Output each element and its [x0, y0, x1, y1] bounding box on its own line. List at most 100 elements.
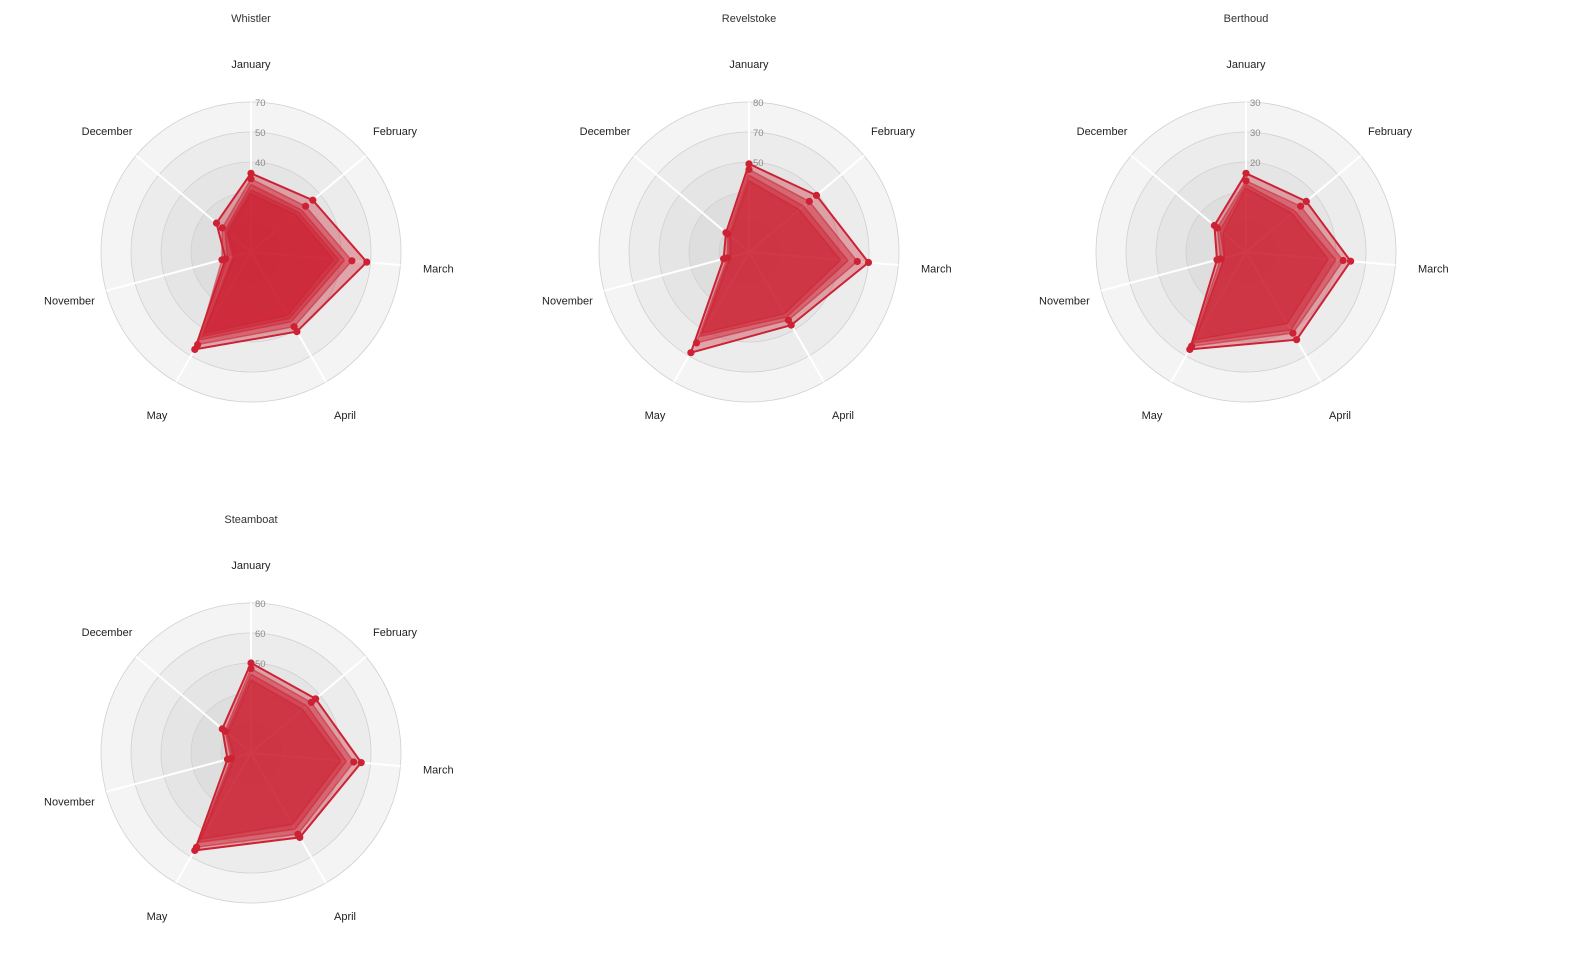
data-point[interactable]: [1293, 336, 1301, 344]
category-label: December: [82, 126, 133, 138]
data-point[interactable]: [812, 191, 821, 199]
radar-spoke: [748, 251, 899, 267]
radar-spoke: [250, 251, 327, 383]
category-label: February: [373, 627, 418, 639]
data-point[interactable]: [805, 197, 813, 205]
series-area: [1188, 172, 1352, 351]
radar-spoke: [250, 752, 327, 884]
category-label: January: [231, 560, 271, 572]
series-area: [1194, 187, 1330, 341]
data-point[interactable]: [692, 339, 701, 347]
category-label: March: [921, 263, 952, 275]
data-point[interactable]: [784, 316, 792, 324]
data-point[interactable]: [1213, 224, 1221, 232]
data-point[interactable]: [1242, 177, 1250, 185]
category-label: November: [44, 296, 95, 308]
radar-spoke: [1245, 154, 1362, 253]
data-point[interactable]: [218, 224, 226, 232]
category-label: December: [82, 627, 133, 639]
data-point[interactable]: [745, 165, 753, 174]
data-point[interactable]: [247, 665, 255, 673]
radial-tick-label: 80: [255, 599, 266, 610]
category-label: November: [44, 797, 95, 809]
radar-chart-whistler: Whistler 70 50 40 January February March April M…: [44, 13, 454, 422]
radial-tick-label: 50: [255, 659, 266, 670]
data-point[interactable]: [1188, 342, 1196, 350]
radar-spoke: [748, 154, 865, 253]
category-label: May: [147, 911, 168, 923]
radar-spoke: [175, 251, 252, 383]
radar-chart-steamboat: Steamboat 80 60 50 January February March April…: [44, 514, 454, 923]
radial-tick-label: 50: [753, 158, 764, 169]
category-label: January: [231, 59, 271, 71]
category-label: March: [1418, 263, 1449, 275]
series-area: [1190, 179, 1345, 348]
radar-spoke: [250, 154, 367, 253]
data-point[interactable]: [1339, 256, 1347, 265]
radar-spoke: [1245, 251, 1322, 383]
data-point[interactable]: [294, 830, 302, 838]
chart-title: Steamboat: [224, 514, 277, 526]
category-label: March: [423, 263, 454, 275]
category-label: April: [1329, 410, 1351, 422]
category-label: February: [871, 126, 916, 138]
data-point[interactable]: [1302, 197, 1310, 205]
data-point[interactable]: [864, 258, 873, 267]
category-label: February: [1368, 126, 1413, 138]
series-area: [202, 192, 335, 335]
radial-tick-label: 70: [255, 98, 266, 109]
radar-spoke: [673, 251, 750, 383]
radial-tick-label: 30: [1250, 128, 1261, 139]
radar-spoke: [175, 752, 252, 884]
radial-tick-label: 80: [753, 98, 764, 109]
data-point[interactable]: [853, 257, 861, 266]
data-point[interactable]: [1347, 257, 1355, 265]
radar-spoke: [135, 655, 252, 754]
radar-chart-berthoud: Berthoud 30 30 20 January February March April M…: [1039, 13, 1449, 422]
data-point[interactable]: [363, 258, 371, 266]
data-point[interactable]: [290, 323, 298, 331]
chart-title: Revelstoke: [722, 13, 776, 25]
data-point[interactable]: [194, 341, 202, 349]
chart-title: Berthoud: [1224, 13, 1269, 25]
data-point[interactable]: [1217, 255, 1225, 263]
data-point[interactable]: [1289, 329, 1297, 337]
data-point[interactable]: [212, 219, 221, 227]
data-point[interactable]: [247, 175, 255, 183]
data-point[interactable]: [1297, 202, 1305, 210]
category-label: November: [1039, 296, 1090, 308]
category-label: January: [1226, 59, 1266, 71]
category-label: January: [729, 59, 769, 71]
data-point[interactable]: [193, 843, 201, 851]
data-point[interactable]: [348, 257, 356, 265]
data-point[interactable]: [357, 759, 365, 767]
data-point[interactable]: [1242, 169, 1250, 177]
radial-tick-label: 20: [1250, 158, 1261, 169]
data-point[interactable]: [218, 256, 226, 264]
data-point[interactable]: [247, 659, 255, 667]
radial-tick-label: 30: [1250, 98, 1261, 109]
data-point[interactable]: [350, 758, 358, 766]
data-point[interactable]: [247, 169, 255, 177]
category-label: April: [334, 911, 356, 923]
radial-tick-label: 40: [255, 158, 266, 169]
series-area: [700, 179, 842, 335]
category-label: November: [542, 296, 593, 308]
radar-spoke: [135, 154, 252, 253]
radial-tick-label: 50: [255, 128, 266, 139]
data-point[interactable]: [307, 698, 315, 706]
data-point[interactable]: [745, 160, 753, 168]
radar-spoke: [1130, 154, 1247, 253]
radar-spoke: [250, 251, 401, 267]
radar-spoke: [1245, 251, 1396, 267]
category-label: May: [147, 410, 168, 422]
category-label: March: [423, 764, 454, 776]
radar-spoke: [250, 655, 367, 754]
radar-chart-revelstoke: Revelstoke 80 70 50 January February March Apri…: [542, 13, 952, 422]
data-point[interactable]: [309, 196, 317, 204]
data-point[interactable]: [687, 349, 695, 357]
category-label: December: [1077, 126, 1128, 138]
series-area: [201, 189, 340, 338]
data-point[interactable]: [302, 202, 310, 210]
